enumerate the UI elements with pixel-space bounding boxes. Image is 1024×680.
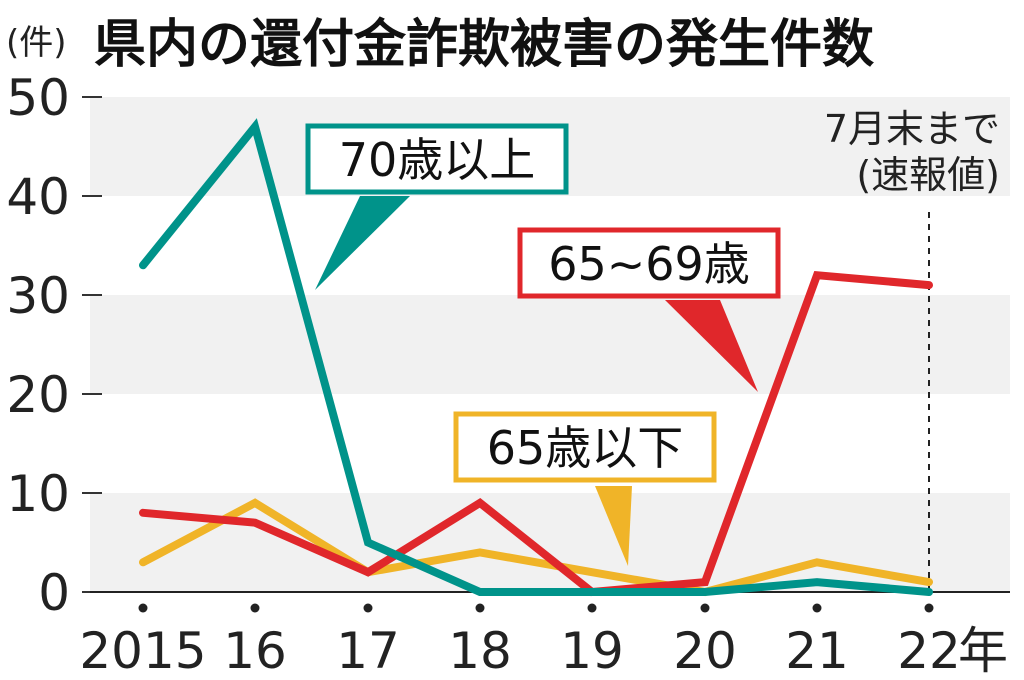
x-tick-label-22: 22 — [897, 622, 961, 680]
x-tick-dot-2015 — [138, 603, 148, 613]
label-70-plus: 70歳以上 — [339, 133, 536, 187]
x-tick-label-16: 16 — [223, 622, 287, 680]
y-tick-label-10: 10 — [6, 465, 70, 523]
grid-bands — [90, 97, 1010, 592]
label-65-69: 65~69歳 — [548, 237, 750, 291]
x-axis: 2015 16 17 18 19 20 21 22 — [79, 591, 1010, 680]
x-tick-label-2015: 2015 — [79, 622, 206, 680]
annotation-line1: 7月末まで — [824, 107, 1000, 151]
x-tick-dot-16 — [250, 603, 260, 613]
annotation-line2: (速報値) — [856, 153, 1000, 197]
series-line-2 — [139, 498, 933, 597]
series-lines — [139, 118, 933, 597]
label-65-under: 65歳以下 — [487, 421, 684, 475]
callout-65-69: 65~69歳 — [517, 227, 781, 392]
x-tick-label-21: 21 — [785, 622, 849, 680]
x-year-suffix: 年 — [958, 622, 1008, 680]
y-tick-label-40: 40 — [6, 168, 70, 226]
x-tick-label-17: 17 — [336, 622, 400, 680]
x-tick-dot-17 — [363, 603, 373, 613]
grid-band-20 — [90, 295, 1010, 394]
y-tick-label-0: 0 — [38, 564, 70, 622]
x-tick-label-20: 20 — [673, 622, 737, 680]
y-tick-label-20: 20 — [6, 366, 70, 424]
chart-title: 県内の還付金詐欺被害の発生件数 — [94, 15, 874, 75]
x-tick-dot-20 — [700, 603, 710, 613]
grid-band-0 — [90, 493, 1010, 592]
x-tick-dot-18 — [475, 603, 485, 613]
y-tick-label-30: 30 — [6, 267, 70, 325]
x-tick-label-18: 18 — [448, 622, 512, 680]
x-tick-dot-22 — [924, 603, 934, 613]
callout-70-plus: 70歳以上 — [305, 123, 569, 290]
y-axis: 0 10 20 30 40 50 — [6, 69, 102, 622]
callout-65-under: 65歳以下 — [453, 411, 717, 566]
series-line-0 — [139, 118, 933, 596]
x-tick-label-19: 19 — [560, 622, 624, 680]
x-tick-dot-19 — [587, 603, 597, 613]
y-tick-label-50: 50 — [6, 69, 70, 127]
unit-label: (件) — [6, 23, 67, 63]
series-line-1 — [139, 270, 933, 597]
x-tick-dot-21 — [812, 603, 822, 613]
